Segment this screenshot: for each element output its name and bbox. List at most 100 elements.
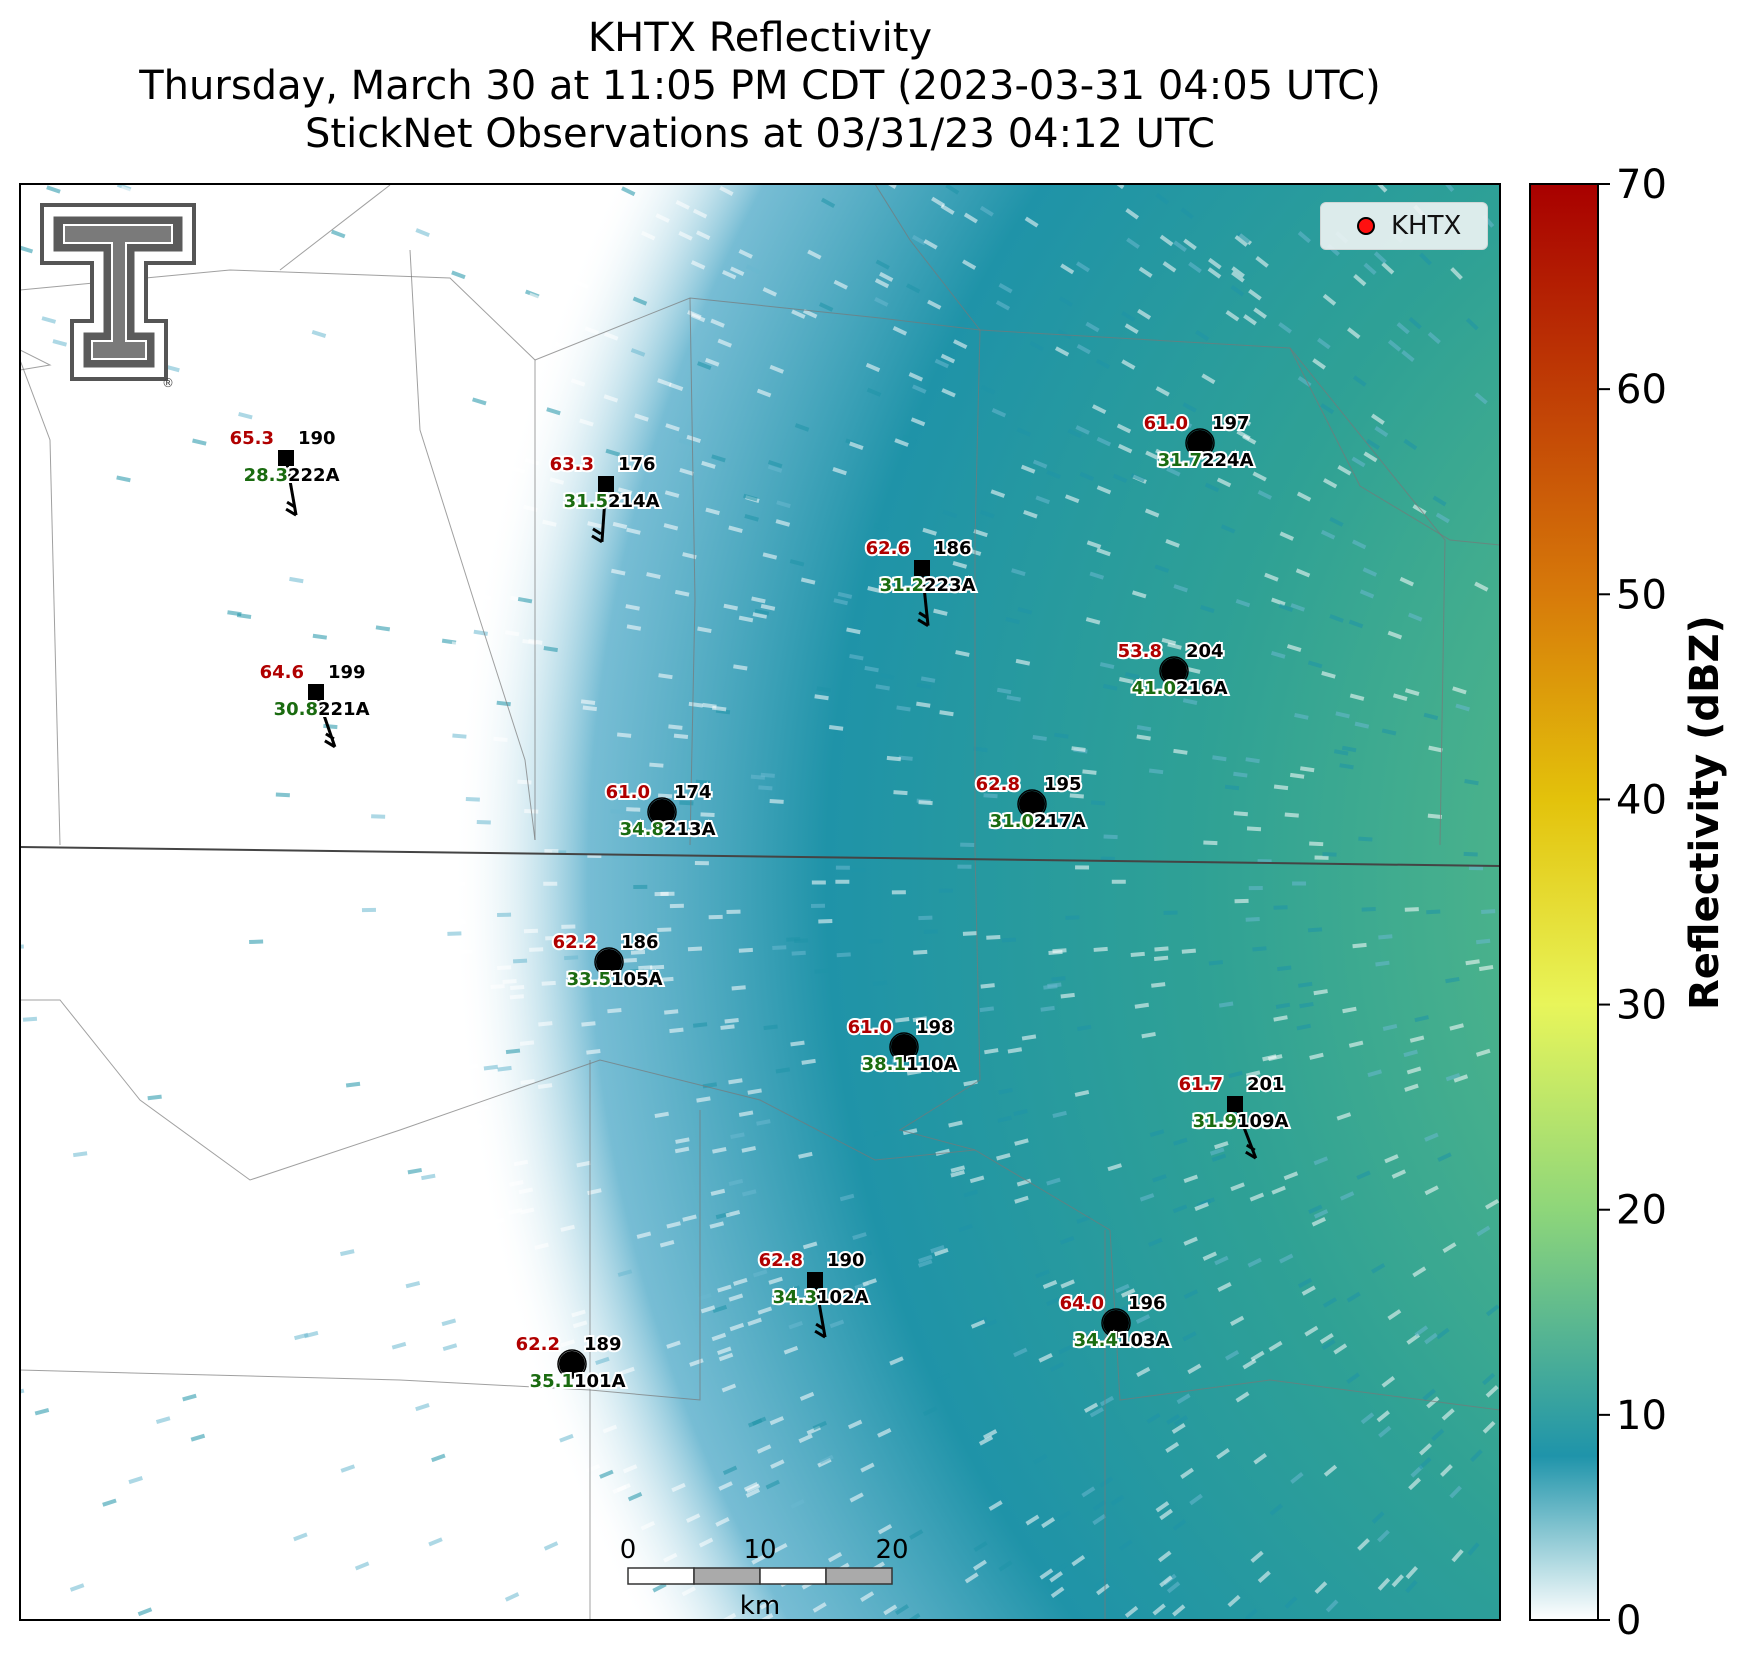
gate-speckle [920,676,936,683]
gate-speckle [720,1024,735,1030]
gate-speckle [29,1332,44,1340]
gate-speckle [751,596,766,604]
colorbar-tick-label: 40 [1616,777,1667,823]
station-105A[interactable]: 62.2 186 33.5 105A [551,930,665,992]
gate-speckle [832,467,847,476]
gate-speckle [1096,547,1111,557]
gate-speckle [497,912,512,918]
gate-speckle [769,1416,785,1426]
gate-speckle [1180,1467,1194,1479]
gate-speckle [938,888,953,893]
gate-speckle [686,434,701,444]
state-boundary [20,846,1500,867]
gate-speckle [1040,1005,1055,1012]
gate-speckle [979,205,994,217]
gate-speckle [1046,470,1061,479]
gate-speckle [1348,619,1364,629]
gate-speckle [652,1582,667,1593]
gate-speckle [1112,473,1128,483]
gate-speckle [1015,658,1031,666]
station-109A[interactable]: 61.7 201 31.9 109A [1177,1072,1291,1160]
station-221A[interactable]: 64.6 199 30.8 221A [258,660,372,749]
gate-speckle [820,197,836,209]
gate-speckle [319,614,334,621]
gate-speckle [927,299,942,310]
gate-speckle [576,1160,591,1168]
gate-speckle [293,1532,308,1542]
gate-speckle [616,732,632,738]
gate-speckle [692,208,708,219]
station-223A[interactable]: 62.6 186 31.2 223A [864,536,978,627]
gate-speckle [1166,1413,1181,1425]
gate-speckle [1414,1015,1429,1023]
gate-speckle [1435,512,1450,524]
station-213A[interactable]: 61.0 174 34.8 213A [604,780,718,842]
gate-speckle [1408,317,1422,330]
gate-speckle [769,799,784,804]
gate-speckle [1313,1156,1329,1166]
gate-speckle [1173,584,1188,593]
station-103A[interactable]: 64.0 196 34.4 103A [1058,1291,1172,1353]
gate-speckle [1159,1575,1173,1588]
gate-speckle [523,1444,539,1454]
gate-speckle [1060,1279,1075,1289]
station-dewpoint: 41.0 [1132,678,1176,699]
station-224A[interactable]: 61.0 197 31.7 224A [1142,411,1256,473]
gate-speckle [935,1148,950,1157]
gate-speckle [275,792,290,798]
scale-segment [627,1567,695,1585]
texas-tech-logo: ® [40,203,196,390]
gate-speckle [1007,1047,1023,1054]
station-222A[interactable]: 65.3 190 28.3 222A [228,426,342,517]
gate-speckle [1234,235,1249,247]
gate-speckle [617,1269,633,1277]
gate-speckle [1025,1514,1040,1526]
gate-speckle [893,790,908,796]
station-217A[interactable]: 62.8 195 31.0 217A [974,772,1088,834]
station-110A[interactable]: 61.0 198 38.1 110A [846,1015,960,1077]
gate-speckle [883,1604,898,1616]
gate-speckle [342,734,357,740]
gate-speckle [244,854,259,859]
gate-speckle [835,865,850,870]
calm-wind-ring [889,1032,919,1062]
station-102A[interactable]: 62.8 190 34.3 102A [757,1248,871,1339]
gate-speckle [710,1188,726,1196]
gate-speckle [649,964,665,970]
gate-speckle [886,755,902,762]
gate-speckle [1171,1423,1186,1434]
gate-speckle [1086,540,1102,549]
gate-speckle [694,861,709,866]
gate-speckle [679,800,694,806]
scale-label-0: 0 [620,1535,637,1565]
gate-speckle [675,200,690,210]
station-id: 213A [664,819,716,840]
gate-speckle [1485,1385,1499,1398]
gate-speckle [687,946,703,952]
gate-speckle [106,525,122,533]
gate-speckle [1029,341,1044,352]
legend-label: KHTX [1391,211,1462,241]
gate-speckle [1336,1112,1352,1121]
gate-speckle [669,1027,684,1034]
gate-speckle [581,1021,596,1027]
gate-speckle [1209,1147,1225,1156]
gate-speckle [1120,1288,1136,1298]
gate-speckle [828,725,844,731]
gate-speckle [814,968,829,974]
station-101A[interactable]: 62.2 189 35.1 101A [514,1332,628,1394]
gate-speckle [395,1182,410,1189]
gate-speckle [451,881,466,886]
gate-speckle [1013,1347,1028,1358]
station-214A[interactable]: 63.3 176 31.5 214A [548,452,662,544]
gate-speckle [995,300,1011,311]
station-id: 222A [288,465,340,486]
gate-speckle [998,1560,1013,1572]
gate-speckle [958,1223,973,1233]
gate-speckle [728,1293,744,1302]
station-216A[interactable]: 53.8 204 41.0 216A [1116,639,1230,701]
gate-speckle [1289,772,1305,779]
wind-barb-flag [1245,1150,1257,1160]
gate-speckle [708,914,723,920]
gate-speckle [92,1443,107,1451]
